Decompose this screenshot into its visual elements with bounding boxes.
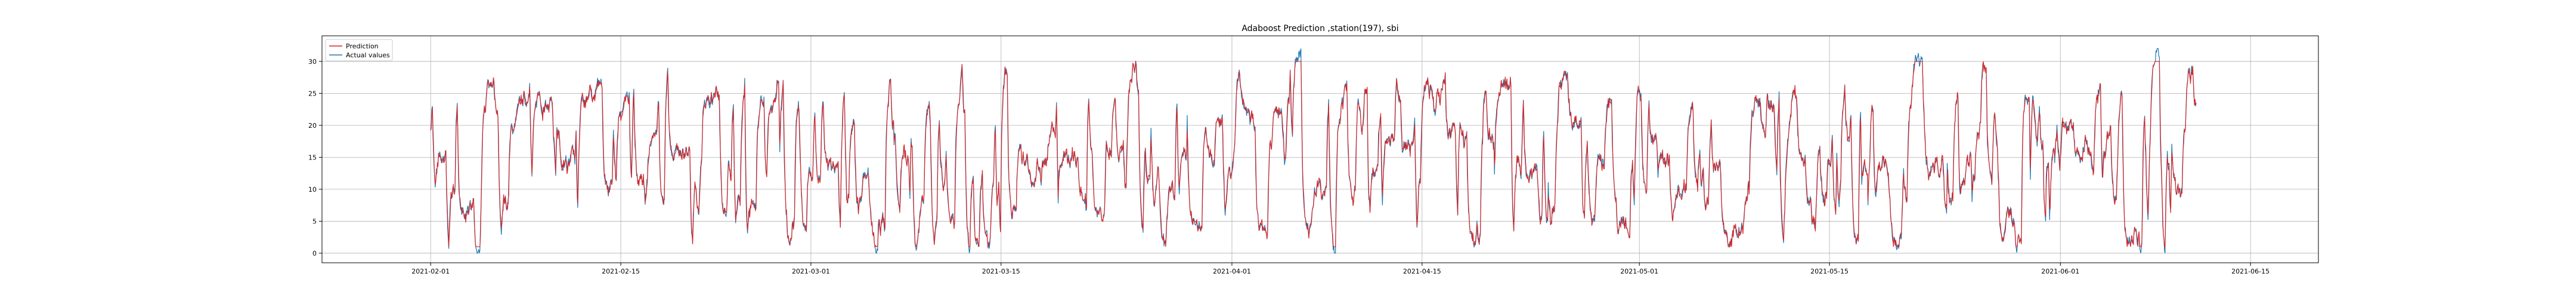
x-tick-label: 2021-03-15 bbox=[982, 268, 1020, 275]
legend: Prediction Actual values bbox=[325, 39, 393, 62]
y-tick-label: 15 bbox=[308, 153, 317, 161]
chart-title: Adaboost Prediction ,station(197), sbi bbox=[1241, 24, 1398, 33]
legend-box bbox=[325, 39, 393, 62]
x-tick-label: 2021-02-15 bbox=[602, 268, 640, 275]
x-axis: 2021-02-01 2021-02-15 2021-03-01 2021-03-15… bbox=[411, 263, 2270, 275]
legend-label-actual: Actual values bbox=[346, 51, 390, 59]
y-tick-label: 10 bbox=[308, 186, 317, 194]
line-prediction bbox=[430, 61, 2197, 248]
y-axis: 0 5 10 15 20 25 30 bbox=[308, 58, 322, 257]
y-tick-label: 0 bbox=[312, 250, 317, 257]
x-tick-label: 2021-06-15 bbox=[2231, 268, 2270, 275]
x-tick-label: 2021-04-01 bbox=[1213, 268, 1251, 275]
x-tick-label: 2021-03-01 bbox=[792, 268, 830, 275]
x-tick-label: 2021-04-15 bbox=[1403, 268, 1441, 275]
y-tick-label: 20 bbox=[308, 122, 317, 130]
x-tick-label: 2021-02-01 bbox=[411, 268, 450, 275]
x-tick-label: 2021-05-01 bbox=[1620, 268, 1658, 275]
x-tick-label: 2021-06-01 bbox=[2041, 268, 2079, 275]
grid bbox=[322, 36, 2318, 263]
y-tick-label: 30 bbox=[308, 58, 317, 66]
y-tick-label: 25 bbox=[308, 90, 317, 97]
y-tick-label: 5 bbox=[312, 217, 317, 225]
plot-frame bbox=[321, 35, 2319, 263]
series-prediction bbox=[430, 61, 2197, 248]
x-tick-label: 2021-05-15 bbox=[1810, 268, 1849, 275]
legend-label-prediction: Prediction bbox=[346, 42, 379, 50]
